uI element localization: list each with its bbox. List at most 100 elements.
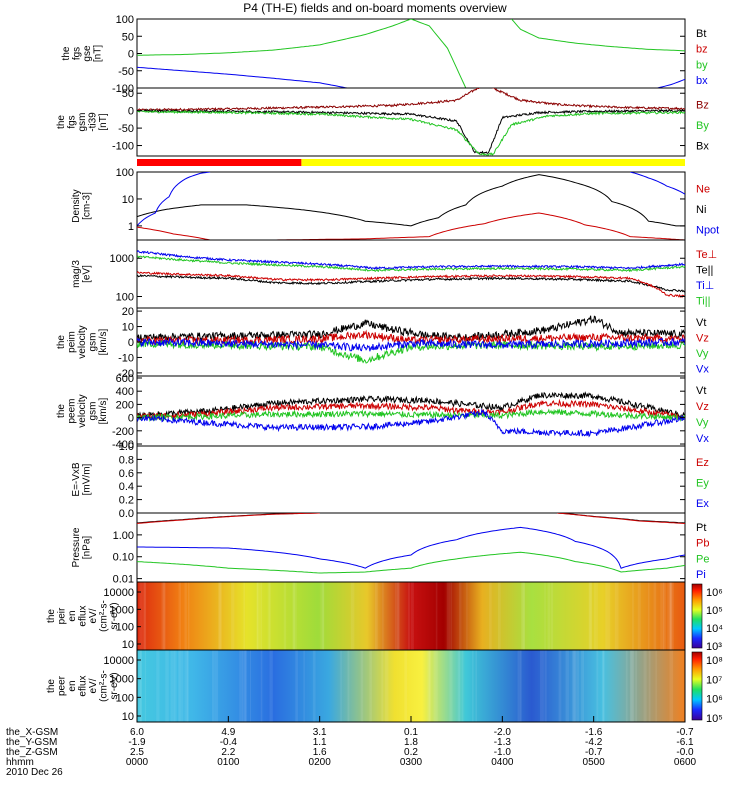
spectrogram-streak xyxy=(663,582,666,650)
spectrogram-streak xyxy=(576,650,579,722)
series-Npot-line xyxy=(630,172,685,195)
spectrogram-streak xyxy=(629,650,634,722)
ylabel-line: gse xyxy=(82,45,93,62)
spectrogram-streak xyxy=(428,650,430,722)
xaxis-value: -0.7 xyxy=(585,747,603,758)
ytick-label: 0.01 xyxy=(113,574,134,586)
spectrogram-streak xyxy=(581,650,585,722)
xaxis-value: 0200 xyxy=(309,757,332,768)
xaxis-value: 0400 xyxy=(491,757,514,768)
series-bx-line xyxy=(657,78,685,88)
spectrogram-streak xyxy=(292,582,296,650)
legend-label-Bz: Bz xyxy=(696,99,709,111)
series-Pe-line xyxy=(137,551,685,574)
spectrogram-streak xyxy=(446,582,451,650)
legend-label-Vy: Vy xyxy=(696,348,709,360)
spectrogram-streak xyxy=(635,650,638,722)
ylabel-line: eV/ xyxy=(88,678,99,693)
spectrogram-streak xyxy=(458,582,462,650)
spectrogram-streak xyxy=(218,582,222,650)
legend-label-Vz: Vz xyxy=(696,401,709,413)
series-bx-line xyxy=(137,66,348,88)
ylabel-line: Pressure xyxy=(71,527,82,567)
spectrogram-streak xyxy=(660,582,665,650)
xaxis-value: -0.0 xyxy=(676,747,694,758)
legend-label-Ey: Ey xyxy=(696,478,709,490)
spectrogram-streak xyxy=(435,650,438,722)
spectrogram-streak xyxy=(239,650,243,722)
xaxis-value: 0600 xyxy=(674,757,697,768)
ytick-label: 1.0 xyxy=(119,441,134,453)
spectrogram-streak xyxy=(669,650,674,722)
ytick-label: 0 xyxy=(128,106,134,118)
spectrogram-streak xyxy=(138,650,143,722)
ytick-label: 0 xyxy=(128,49,134,61)
ylabel-line: peer xyxy=(57,675,68,696)
spectrogram-streak xyxy=(466,582,468,650)
legend-label-Vt: Vt xyxy=(696,385,706,397)
colorbar-label: 10⁴ xyxy=(706,623,723,635)
spectrogram-streak xyxy=(243,582,245,650)
xaxis-value: 0000 xyxy=(126,757,149,768)
spectrogram-streak xyxy=(427,650,431,722)
spectrogram-streak xyxy=(669,582,672,650)
ylabel-line: the xyxy=(56,404,67,418)
spectrogram-streak xyxy=(522,582,525,650)
colorbar-label: 10⁷ xyxy=(706,674,722,686)
spectrogram-streak xyxy=(520,582,525,650)
xaxis-value: -0.4 xyxy=(220,737,238,748)
xaxis-value: -1.0 xyxy=(494,747,512,758)
spectrogram-streak xyxy=(407,582,411,650)
ytick-label: 100 xyxy=(116,167,134,179)
spectrogram-streak xyxy=(184,582,187,650)
ytick-label: 1000 xyxy=(110,604,134,616)
ylabel-line: [nPa] xyxy=(82,536,93,560)
panel-fgs-gse: 100 50 0 -50 -100 Bt bz by bx the fgs gse [nT] xyxy=(61,14,708,95)
legend-label-bx: bx xyxy=(696,75,708,87)
spectrogram-streak xyxy=(184,650,188,722)
ylabel-line: velocity xyxy=(77,394,88,427)
ytick-label: 100 xyxy=(116,622,134,634)
spectrogram-streak xyxy=(369,650,372,722)
ylabel-line: gsm xyxy=(77,113,88,132)
ylabel-line: (cm²-s- xyxy=(99,600,110,632)
colorbar-label: 10⁶ xyxy=(706,587,723,599)
xaxis-value: -2.0 xyxy=(494,727,512,738)
ylabel-line: [km/s] xyxy=(98,397,109,424)
ytick-label: 100 xyxy=(116,692,134,704)
panel-frame xyxy=(136,171,686,241)
spectrogram-streak xyxy=(384,650,389,722)
panel-peim-velocity-gsm: 20 10 0 -10 -20 Vt Vz Vy Vx the peim velocity gsm [km… xyxy=(56,306,709,380)
spectrogram-streak xyxy=(312,650,316,722)
spectrogram-streak xyxy=(295,650,298,722)
ytick-label: 600 xyxy=(116,373,134,385)
spectrogram-streak xyxy=(394,582,399,650)
colorbar-label: 10⁶ xyxy=(706,694,723,706)
ylabel-line: fgs xyxy=(72,47,83,60)
spectrogram-streak xyxy=(547,582,551,650)
ytick-label: 10 xyxy=(122,194,134,206)
spectrogram-streak xyxy=(397,582,400,650)
xaxis-value: 1.8 xyxy=(404,737,418,748)
ylabel-line: [eV] xyxy=(82,265,93,283)
spectrogram-streak xyxy=(670,582,673,650)
ytick-label: -100 xyxy=(112,141,134,153)
legend-label-Vx: Vx xyxy=(696,363,709,375)
spectrogram-streak xyxy=(410,582,414,650)
mode-bar-fast xyxy=(301,159,685,166)
panel-e-vxb: 1.00.8 0.60.4 0.20.0 Ez Ey Ex E=-VxB [mV/m] xyxy=(71,441,709,520)
series-Te||-line xyxy=(137,273,685,293)
ytick-label: 0.2 xyxy=(119,495,134,507)
series-Te⊥-line xyxy=(137,271,685,299)
spectrogram-streak xyxy=(350,582,355,650)
panel-peir-en-eflux: 10⁶ 10⁵ 10⁴ 10³ 10000 1000 100 10 the peir en eflux… xyxy=(46,581,723,653)
spectrogram-streak xyxy=(260,582,263,650)
ytick-label: 50 xyxy=(122,88,134,100)
spectrogram-streak xyxy=(156,650,160,722)
ytick-label: 0.6 xyxy=(119,468,134,480)
xaxis-value: 0500 xyxy=(583,757,606,768)
spectrogram-streak xyxy=(520,650,522,722)
ytick-label: 0 xyxy=(128,337,134,349)
xaxis-row-label: the_X-GSM xyxy=(6,727,58,738)
